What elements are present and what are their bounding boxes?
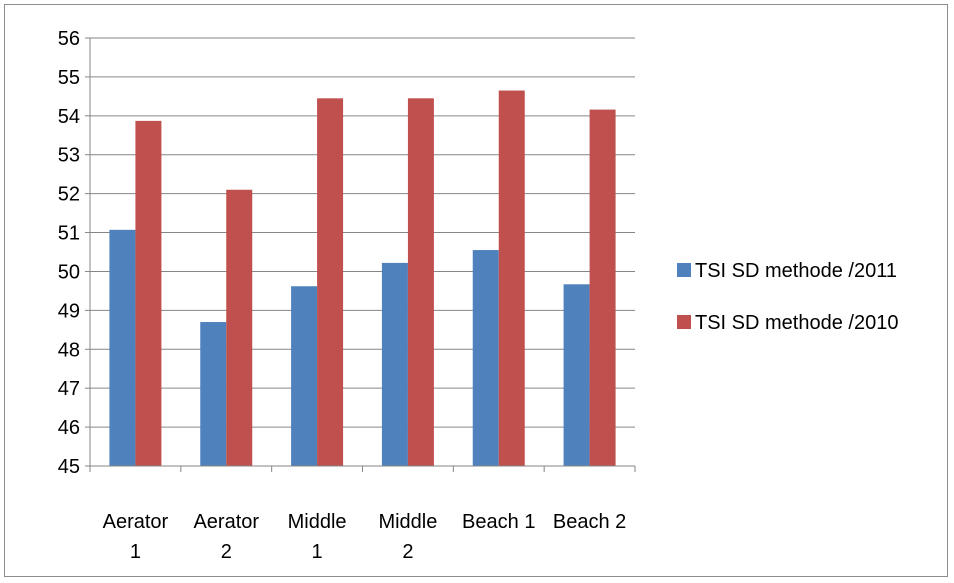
bar-2011 [109, 229, 136, 466]
y-tick-label: 55 [58, 67, 80, 89]
legend: TSI SD methode /2011 TSI SD methode /2010 [677, 260, 898, 334]
legend-label: TSI SD methode /2011 [695, 260, 897, 282]
y-tick-label: 49 [58, 300, 80, 322]
bar-2011 [200, 322, 227, 466]
x-tick-labels: Aerator 1 Aerator 2 Middle 1 Middle 2 Beach 1 Bea… [103, 511, 627, 563]
bar-2010 [498, 90, 525, 466]
y-tick-label: 50 [58, 261, 80, 283]
y-tick-label: 53 [58, 145, 80, 167]
bar-2011 [563, 284, 590, 466]
y-tick-label: 54 [58, 106, 80, 128]
y-tick-label: 48 [58, 339, 80, 361]
y-tick-label: 51 [58, 223, 80, 245]
bars [109, 90, 616, 467]
x-tick-label: Middle 1 [288, 511, 347, 563]
legend-swatch [677, 263, 691, 277]
x-tick-label: Aerator 2 [193, 511, 259, 563]
legend-swatch [677, 315, 691, 329]
chart-frame: 45 46 47 48 49 50 51 52 53 54 55 56 Aerator 1 Aerator… [4, 4, 948, 577]
bar-2010 [589, 109, 616, 467]
y-tick-label: 46 [58, 417, 80, 439]
y-tick-label: 45 [58, 456, 80, 478]
bar-2010 [407, 98, 434, 467]
bar-2011 [291, 286, 318, 466]
x-tick-label: Beach 2 [553, 511, 626, 533]
x-tick-label: Middle 2 [378, 511, 437, 563]
y-tick-label: 52 [58, 184, 80, 206]
bar-2010 [135, 120, 162, 466]
x-tick-label: Beach 1 [462, 511, 535, 533]
x-tick-label: Aerator 1 [103, 511, 169, 563]
bar-2011 [472, 250, 499, 466]
y-tick-labels: 45 46 47 48 49 50 51 52 53 54 55 56 [58, 28, 80, 478]
y-tick-label: 56 [58, 28, 80, 50]
bar-2011 [381, 262, 408, 466]
axes [85, 37, 636, 472]
gridlines [90, 37, 635, 428]
y-tick-label: 47 [58, 378, 80, 400]
bar-2010 [317, 98, 344, 467]
bar-2010 [226, 189, 253, 466]
legend-label: TSI SD methode /2010 [695, 312, 898, 334]
